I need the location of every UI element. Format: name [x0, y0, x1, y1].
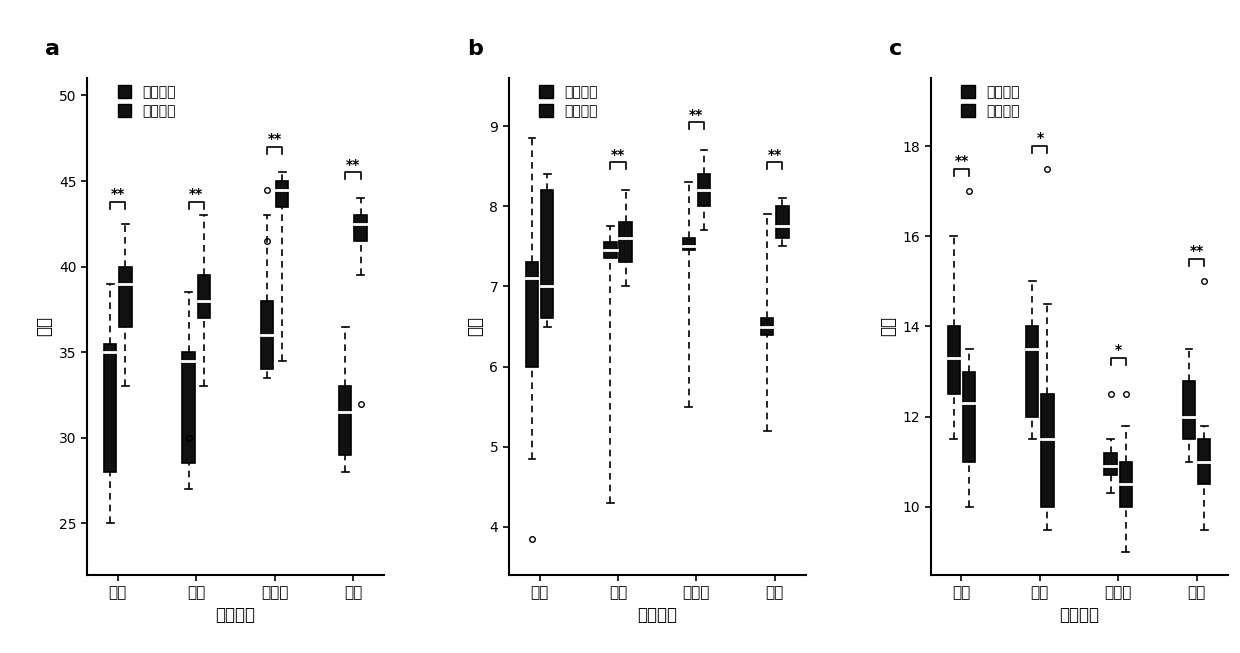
- X-axis label: 试验地点: 试验地点: [1059, 605, 1099, 624]
- Bar: [620, 223, 632, 263]
- Text: **: **: [689, 108, 703, 121]
- Bar: [761, 319, 774, 334]
- Text: **: **: [1189, 244, 1204, 258]
- Text: **: **: [955, 154, 968, 168]
- Bar: [1183, 381, 1195, 439]
- Text: **: **: [268, 132, 281, 146]
- Bar: [526, 263, 538, 366]
- Bar: [1042, 394, 1054, 507]
- Bar: [260, 301, 273, 370]
- Bar: [604, 242, 616, 259]
- Text: a: a: [45, 39, 61, 59]
- Y-axis label: 衣分: 衣分: [35, 317, 53, 336]
- Bar: [119, 266, 131, 326]
- Text: **: **: [110, 187, 125, 201]
- Legend: 骨干亲本, 优异亲本: 骨干亲本, 优异亲本: [118, 86, 176, 118]
- Bar: [1120, 462, 1132, 507]
- Y-axis label: 衣重: 衣重: [466, 317, 484, 336]
- Text: **: **: [611, 148, 625, 162]
- Text: **: **: [768, 148, 782, 162]
- Bar: [682, 238, 694, 251]
- Bar: [182, 352, 195, 464]
- Bar: [1198, 439, 1210, 485]
- Bar: [104, 343, 117, 472]
- Bar: [698, 174, 711, 206]
- Bar: [947, 326, 960, 394]
- X-axis label: 试验地点: 试验地点: [637, 605, 677, 624]
- Bar: [197, 275, 210, 318]
- Y-axis label: 子棉: 子棉: [879, 317, 897, 336]
- Bar: [277, 181, 289, 207]
- Bar: [1025, 326, 1038, 417]
- Text: *: *: [1037, 131, 1043, 146]
- X-axis label: 试验地点: 试验地点: [216, 605, 255, 624]
- Text: c: c: [889, 39, 903, 59]
- Legend: 骨干亲本, 优异亲本: 骨干亲本, 优异亲本: [961, 86, 1019, 118]
- Bar: [776, 206, 789, 238]
- Bar: [541, 191, 553, 319]
- Text: **: **: [188, 187, 203, 201]
- Text: **: **: [346, 158, 360, 172]
- Text: b: b: [467, 39, 482, 59]
- Legend: 骨干亲本, 优异亲本: 骨干亲本, 优异亲本: [539, 86, 598, 118]
- Bar: [355, 215, 367, 241]
- Bar: [963, 372, 976, 462]
- Bar: [1105, 453, 1117, 475]
- Text: *: *: [1115, 343, 1122, 357]
- Bar: [339, 387, 351, 455]
